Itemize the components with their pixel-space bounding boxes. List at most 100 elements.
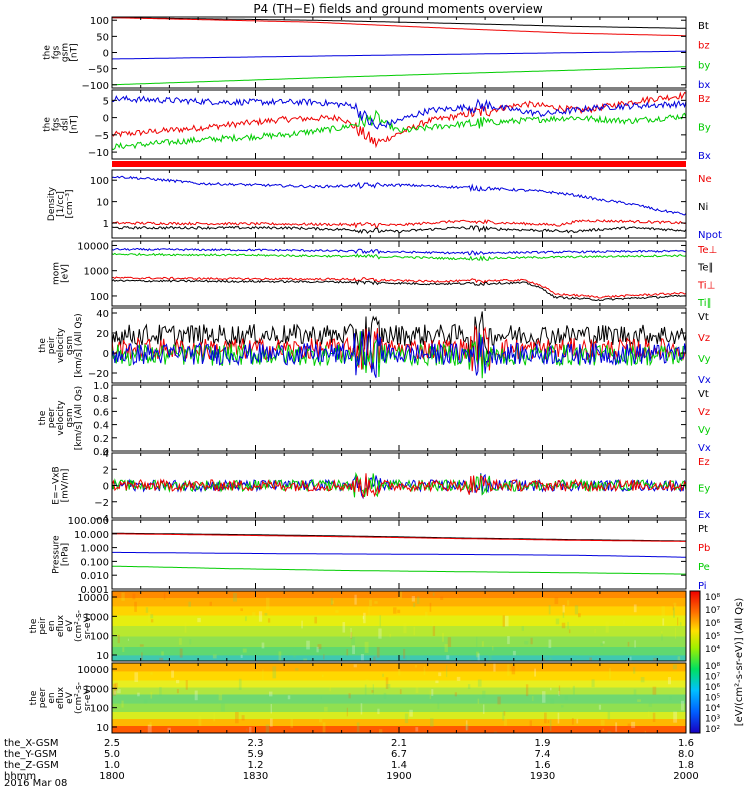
spectrogram-texture xyxy=(114,682,118,691)
spectrogram-texture xyxy=(444,644,448,653)
spectrogram-texture xyxy=(432,592,435,596)
spectrogram-texture xyxy=(554,597,559,605)
spectrogram-texture xyxy=(393,607,397,614)
spectrogram-band xyxy=(112,712,686,720)
spectrogram-texture xyxy=(351,637,355,646)
colorbar-scale xyxy=(689,590,701,734)
spectrogram-texture xyxy=(562,604,565,613)
spectrogram-texture xyxy=(673,711,678,723)
spectrogram-texture xyxy=(293,648,296,658)
legend-entry: Ne xyxy=(698,174,712,185)
spectrogram-texture xyxy=(346,649,349,656)
series-line-te⊥ xyxy=(112,276,686,299)
spectrogram-texture xyxy=(677,617,679,626)
time-axis-row-label: the_Y-GSM xyxy=(4,749,57,760)
panel-7: 4 2 0 −2 −4 E=−VxB [mV/m] Ez Ey Ex xyxy=(52,449,711,525)
spectrogram-texture xyxy=(212,654,217,659)
spectrogram-texture xyxy=(218,694,223,701)
spectrogram-texture xyxy=(640,677,645,683)
spectrogram-texture xyxy=(261,642,265,649)
spectrogram-texture xyxy=(660,631,663,634)
panel-frame xyxy=(111,89,687,160)
spectrogram-texture xyxy=(362,615,364,620)
spectrogram-texture xyxy=(576,718,579,724)
spectrogram-texture xyxy=(150,692,153,699)
legend-entry: Npot xyxy=(698,230,722,241)
spectrogram-texture xyxy=(335,610,339,613)
spectrogram-texture xyxy=(350,632,353,640)
time-axis-value: 1800 xyxy=(99,771,124,782)
spectrogram-texture xyxy=(477,698,480,704)
spectrogram-texture xyxy=(446,665,448,678)
series-line-pb xyxy=(112,533,686,542)
spectrogram-texture xyxy=(143,699,148,704)
spectrogram-texture xyxy=(134,601,137,612)
panel-frame xyxy=(111,384,687,452)
spectrogram-texture xyxy=(372,684,374,695)
spectrogram-texture xyxy=(476,651,479,658)
time-axis-row-label: hhmm xyxy=(4,771,36,782)
legend-entry: Vy xyxy=(698,354,711,365)
spectrogram-texture xyxy=(267,618,271,623)
spectrogram-texture xyxy=(184,622,187,633)
spectrogram-texture xyxy=(194,690,198,701)
spectrogram-texture xyxy=(530,637,533,645)
spectrogram-texture xyxy=(557,712,560,724)
spectrogram-texture xyxy=(503,718,508,726)
y-tick-label: 0.8 xyxy=(93,394,109,405)
spectrogram-texture xyxy=(647,711,650,718)
y-axis-label-line: dsl xyxy=(61,118,71,131)
spectrogram-texture xyxy=(429,602,432,612)
spectrogram-texture xyxy=(411,596,415,602)
y-axis-label: the peer en eflux eV (cm²-s-sr-eV) xyxy=(29,682,93,714)
legend-entry: by xyxy=(698,60,710,71)
spectrogram-texture xyxy=(270,703,272,714)
spectrogram-texture xyxy=(309,730,314,733)
legend-entry: Vt xyxy=(698,389,709,400)
colorbar-tick-bottom: 10³ xyxy=(705,715,720,725)
y-tick-label: 0.0 xyxy=(93,447,109,458)
spectrogram-texture xyxy=(268,691,273,697)
spectrogram-texture xyxy=(562,611,565,618)
spectrogram-texture xyxy=(389,731,394,733)
spectrogram-band xyxy=(112,636,686,648)
y-tick-label: 20 xyxy=(96,329,109,340)
spectrogram-band xyxy=(112,703,686,713)
legend-entry: bx xyxy=(698,80,710,91)
spectrogram-texture xyxy=(542,691,546,703)
y-tick-label: 1000 xyxy=(84,612,109,623)
time-axis-value: 2000 xyxy=(673,771,698,782)
time-axis-value: 1.8 xyxy=(678,760,694,771)
y-tick-label: 100 xyxy=(90,292,109,303)
y-axis-label-line: gsm xyxy=(61,43,71,62)
time-axis-value: 1.9 xyxy=(535,738,551,749)
spectrogram-texture xyxy=(555,618,560,625)
spectrogram-texture xyxy=(512,650,516,656)
spectrogram-texture xyxy=(198,715,202,726)
spectrogram-texture xyxy=(354,594,357,605)
spectrogram-texture xyxy=(406,649,410,661)
spectrogram-band xyxy=(112,606,686,617)
y-axis-label-line: eflux xyxy=(56,686,66,709)
spectrogram-texture xyxy=(376,647,380,658)
panel-5: 40 20 0 −20 the peir velocity gsm [km/s] (All Qs… xyxy=(38,307,711,386)
y-axis-label-line: peer xyxy=(47,407,57,428)
legend-entry: Vz xyxy=(698,333,710,344)
date-label: 2016 Mar 08 xyxy=(4,778,67,789)
spectrogram-texture xyxy=(278,651,282,661)
y-axis-label-line: sr-eV) xyxy=(83,685,93,711)
y-axis-label-line: Density xyxy=(47,186,57,221)
spectrogram-texture xyxy=(667,677,671,685)
spectrogram-texture xyxy=(147,724,152,733)
legend-entry: Ez xyxy=(698,457,710,468)
spectrogram-texture xyxy=(532,696,534,702)
y-tick-label: −20 xyxy=(88,369,109,380)
y-tick-label: 1 xyxy=(103,219,109,230)
time-axis-value: 1.6 xyxy=(535,760,551,771)
spectrogram-texture xyxy=(113,683,117,696)
spectrogram-texture xyxy=(240,654,243,658)
spectrogram-texture xyxy=(525,684,529,697)
series-line-bz xyxy=(112,91,686,149)
spectrogram-texture xyxy=(210,730,215,733)
y-axis-label-line: gsm xyxy=(65,408,75,427)
